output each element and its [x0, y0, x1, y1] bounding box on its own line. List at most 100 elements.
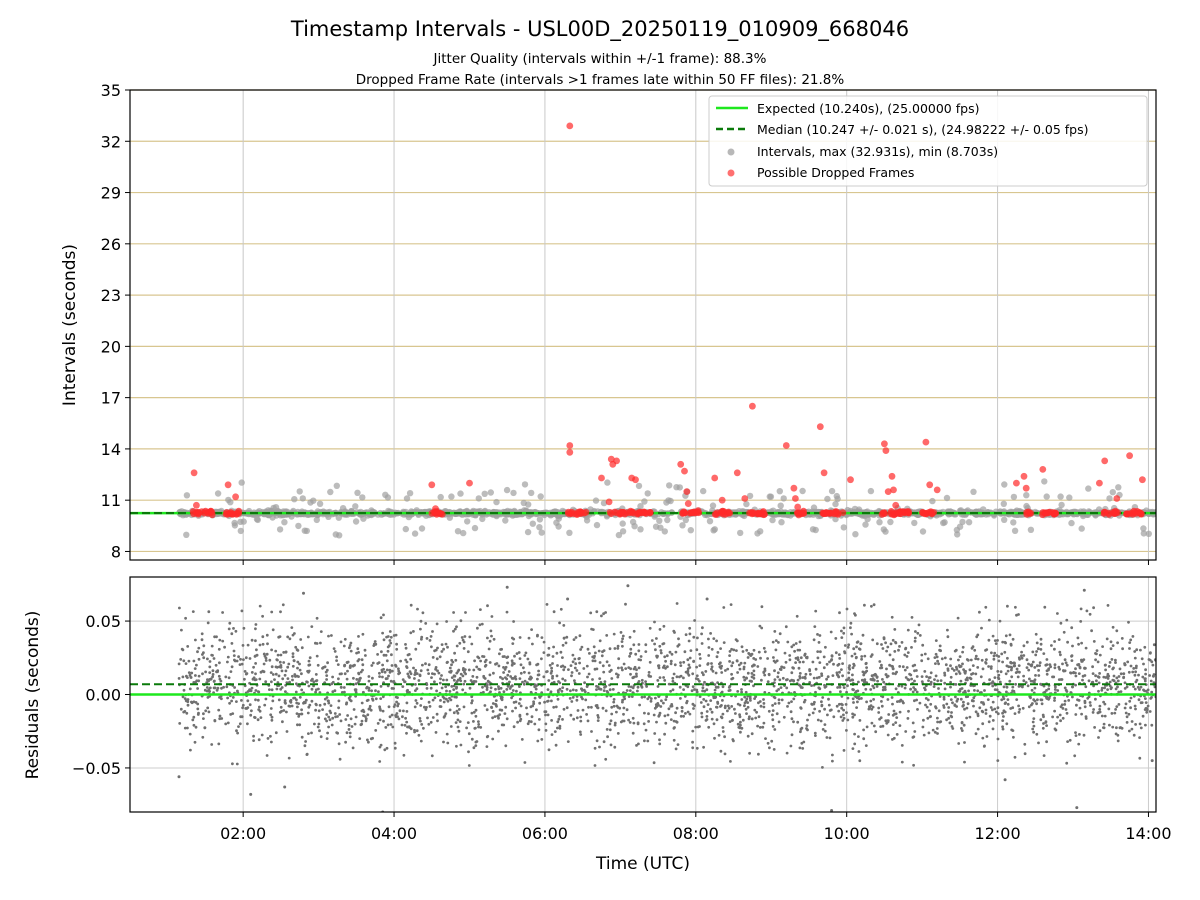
residual-point	[760, 626, 764, 630]
residual-point	[1042, 652, 1046, 655]
interval-point	[479, 515, 486, 523]
residual-point	[616, 732, 620, 735]
residual-point	[1058, 713, 1062, 717]
residual-point	[815, 676, 819, 680]
residual-point	[331, 690, 335, 694]
residual-point	[224, 722, 228, 726]
residual-point	[789, 744, 793, 748]
residual-point	[222, 685, 226, 689]
residual-point	[325, 719, 328, 723]
residual-point	[1084, 685, 1088, 689]
residual-point	[467, 668, 471, 672]
residual-point	[720, 664, 723, 668]
residual-point	[389, 679, 393, 683]
residual-point	[444, 685, 448, 689]
residual-point	[945, 702, 949, 706]
residual-point	[512, 725, 516, 729]
residual-point	[349, 664, 352, 667]
residual-point	[621, 637, 624, 641]
residual-point	[907, 709, 910, 713]
residual-point	[1001, 695, 1005, 699]
residual-point	[993, 707, 997, 711]
residual-point	[719, 715, 723, 719]
residual-point	[430, 676, 433, 679]
interval-point	[493, 498, 500, 506]
residual-point	[319, 735, 323, 739]
residual-point	[903, 653, 907, 657]
residual-point	[1111, 678, 1115, 682]
residual-point	[369, 708, 373, 712]
residual-point	[792, 666, 795, 670]
residual-point	[1021, 706, 1025, 710]
residual-point	[610, 705, 614, 709]
residual-point	[453, 651, 456, 655]
residual-point	[453, 627, 457, 631]
residual-point	[840, 636, 844, 639]
residual-point	[615, 704, 619, 708]
residual-point	[590, 705, 593, 709]
residual-point	[475, 675, 479, 679]
residual-point	[658, 676, 662, 679]
residual-point	[550, 666, 553, 670]
residual-point	[839, 715, 843, 719]
residual-point	[705, 718, 709, 721]
residual-point	[353, 663, 356, 667]
residual-point	[300, 712, 303, 716]
interval-point	[743, 500, 750, 508]
residual-point	[562, 668, 566, 672]
residual-point	[830, 658, 834, 661]
residual-point	[1120, 637, 1124, 640]
residual-point	[425, 683, 429, 686]
residual-point	[476, 626, 479, 630]
residual-point	[872, 724, 876, 728]
residual-point	[1111, 625, 1115, 629]
residual-point	[969, 677, 973, 681]
residual-point	[986, 698, 990, 701]
legend-expected-label: Expected (10.240s), (25.00000 fps)	[757, 101, 979, 116]
residual-point	[404, 646, 408, 650]
residual-point	[552, 645, 555, 649]
residual-point	[543, 700, 546, 704]
residual-point	[440, 674, 443, 677]
residual-point	[1144, 672, 1147, 676]
residual-point	[991, 727, 995, 731]
residual-point	[559, 607, 563, 611]
interval-point	[333, 482, 340, 489]
residual-point	[877, 711, 881, 714]
residual-point	[605, 728, 609, 731]
residual-point	[504, 744, 508, 748]
residual-point	[847, 643, 851, 647]
residual-point	[230, 632, 234, 636]
residual-point	[851, 747, 855, 750]
residual-point	[456, 704, 459, 708]
residual-point	[720, 690, 724, 694]
residual-point	[1095, 679, 1098, 683]
residual-point	[955, 665, 958, 669]
residual-point	[281, 720, 284, 724]
residual-point	[1011, 706, 1015, 710]
residual-point	[1058, 667, 1061, 671]
residual-point	[946, 628, 949, 632]
interval-point	[1145, 530, 1153, 537]
residual-point	[318, 703, 322, 707]
residual-point	[445, 689, 448, 693]
residual-point	[666, 713, 670, 717]
residual-point	[1042, 684, 1046, 688]
residual-point	[296, 705, 299, 709]
residual-point	[587, 705, 590, 709]
interval-point	[1010, 519, 1017, 526]
residual-point	[831, 674, 835, 677]
residual-point	[349, 641, 353, 645]
residual-point	[755, 710, 758, 714]
residual-point	[587, 672, 591, 676]
interval-point	[183, 492, 191, 499]
residual-point	[450, 676, 454, 679]
residual-point	[864, 687, 868, 691]
residual-point	[1032, 724, 1036, 728]
residual-point	[287, 704, 291, 708]
residual-point	[627, 695, 631, 698]
residual-point	[413, 705, 417, 709]
residual-point	[824, 645, 827, 649]
residual-point	[842, 708, 845, 712]
residual-point	[401, 685, 405, 688]
